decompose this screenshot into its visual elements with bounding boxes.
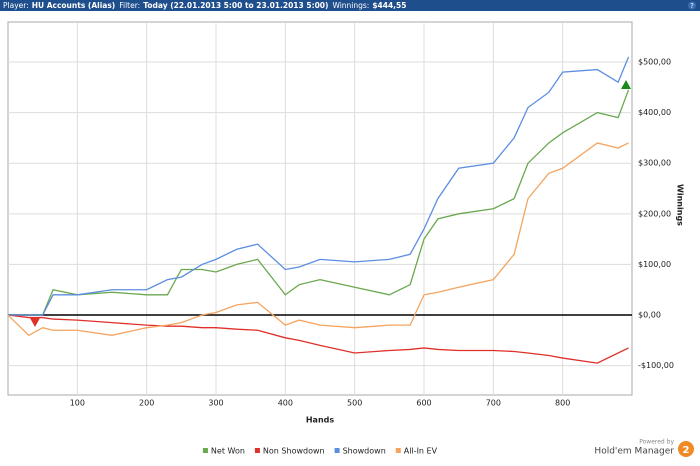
header-value: Today (22.01.2013 5:00 to 23.01.2013 5:0… <box>143 1 328 10</box>
x-tick-label: 600 <box>416 399 431 408</box>
header-label: Player: <box>3 1 29 10</box>
y-tick-label: $0,00 <box>638 311 661 320</box>
help-button[interactable] <box>688 1 696 10</box>
product-name: Hold'em Manager <box>594 447 674 457</box>
x-tick-label: 200 <box>139 399 154 408</box>
legend-swatch <box>202 448 208 453</box>
header-bar <box>0 0 700 11</box>
logo-version: 2 <box>683 445 690 456</box>
legend-label: Non Showdown <box>263 447 325 456</box>
powered-by: Powered by <box>639 439 674 446</box>
legend-swatch <box>254 448 260 453</box>
legend: Net Won Non Showdown Showdown All-In EV <box>202 447 438 456</box>
series-line <box>7 314 629 364</box>
y-tick-label: $300,00 <box>638 159 671 168</box>
header: Player: HU Accounts (Alias) Filter: Today (… <box>3 1 406 10</box>
y-tick-label: $500,00 <box>638 57 671 66</box>
max-marker <box>621 80 631 89</box>
series-line <box>7 142 629 337</box>
x-tick-label: 300 <box>208 399 223 408</box>
x-axis-title: Hands <box>306 416 335 425</box>
legend-swatch <box>395 448 401 453</box>
header-value: HU Accounts (Alias) <box>32 1 116 10</box>
header-label: Winnings: <box>332 1 369 10</box>
x-tick-label: 400 <box>278 399 293 408</box>
legend-label: All-In EV <box>404 447 438 456</box>
grid <box>8 22 632 395</box>
y-tick-label: $400,00 <box>638 108 671 117</box>
x-tick-label: 100 <box>70 399 85 408</box>
legend-swatch <box>334 448 340 453</box>
y-tick-label: -$100,00 <box>638 361 674 370</box>
header-value: $444,55 <box>372 1 406 10</box>
series-line <box>8 89 630 316</box>
y-tick-label: $200,00 <box>638 209 671 218</box>
x-tick-label: 800 <box>555 399 570 408</box>
x-tick-label: 500 <box>347 399 362 408</box>
legend-label: Net Won <box>211 447 245 456</box>
help-icon[interactable]: ? <box>690 2 694 10</box>
legend-label: Showdown <box>343 447 386 456</box>
header-label: Filter: <box>119 1 140 10</box>
plot-area <box>7 21 633 396</box>
min-marker <box>30 318 40 327</box>
y-tick-label: $100,00 <box>638 260 671 269</box>
logo <box>678 441 694 457</box>
y-axis-title: Winnings <box>676 184 685 226</box>
series-line <box>8 56 630 316</box>
x-tick-label: 700 <box>486 399 501 408</box>
